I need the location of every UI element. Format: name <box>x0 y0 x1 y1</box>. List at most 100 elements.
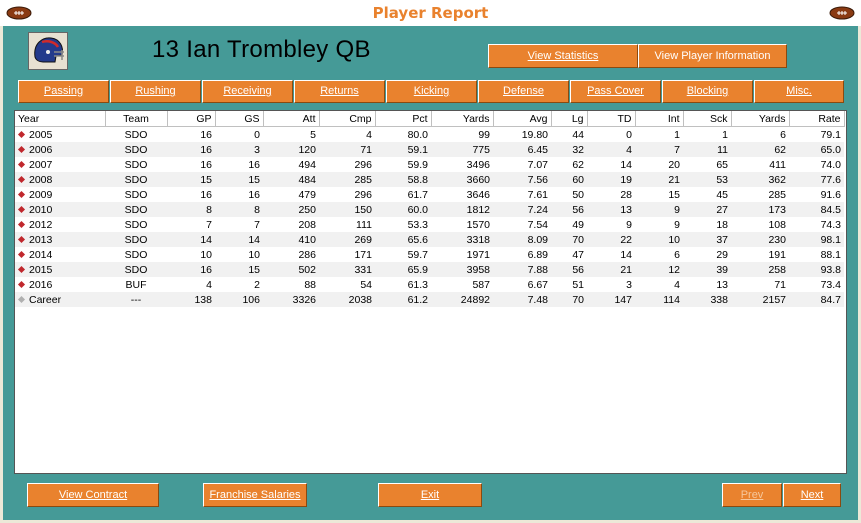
table-cell: 88.1 <box>789 247 844 262</box>
table-row[interactable]: Career --- 138 106 3326 2038 61.2 24892 7.48 70 14… <box>15 292 844 307</box>
table-cell: 138 <box>167 292 215 307</box>
tab-label: Rushing <box>135 85 176 97</box>
column-header[interactable]: GS <box>215 111 264 127</box>
table-cell: 51 <box>551 277 587 292</box>
year-label: Career <box>29 293 62 306</box>
table-cell: SDO <box>105 126 167 142</box>
column-header[interactable]: Avg <box>493 111 552 127</box>
table-cell: 111 <box>319 217 375 232</box>
table-cell: SDO <box>105 217 167 232</box>
column-header[interactable]: Cmp <box>319 111 376 127</box>
football-icon <box>829 6 855 20</box>
table-row[interactable]: 2007 SDO 16 16 494 296 59.9 3496 7.07 62 14 20 65 411… <box>15 157 844 172</box>
table-cell: 80.0 <box>375 126 431 142</box>
tab-returns[interactable]: Returns <box>294 80 385 103</box>
table-cell: 16 <box>167 126 215 142</box>
table-cell: 74.0 <box>789 157 844 172</box>
franchise-salaries-button[interactable]: Franchise Salaries <box>203 483 307 507</box>
column-header[interactable]: Yards <box>731 111 790 127</box>
table-cell: SDO <box>105 232 167 247</box>
view-contract-button[interactable]: View Contract <box>27 483 159 507</box>
table-cell: 296 <box>319 187 375 202</box>
tab-pass-cover[interactable]: Pass Cover <box>570 80 661 103</box>
column-header[interactable]: Pct <box>375 111 432 127</box>
column-header[interactable]: Year <box>15 111 106 127</box>
table-cell: 7.61 <box>493 187 551 202</box>
table-cell: 8 <box>167 202 215 217</box>
table-cell: 2038 <box>319 292 375 307</box>
table-row[interactable]: 2015 SDO 16 15 502 331 65.9 3958 7.88 56 21 12 39 258… <box>15 262 844 277</box>
view-statistics-button[interactable]: View Statistics <box>488 44 638 68</box>
football-icon <box>6 6 32 20</box>
table-cell: 285 <box>319 172 375 187</box>
tab-passing[interactable]: Passing <box>18 80 109 103</box>
view-player-information-button[interactable]: View Player Information <box>638 44 787 68</box>
table-cell: 8.09 <box>493 232 551 247</box>
table-cell: 296 <box>319 157 375 172</box>
table-row[interactable]: 2008 SDO 15 15 484 285 58.8 3660 7.56 60 19 21 53 362… <box>15 172 844 187</box>
table-row[interactable]: 2006 SDO 16 3 120 71 59.1 775 6.45 32 4 7 11 62 65.0 <box>15 142 844 157</box>
tab-misc[interactable]: Misc. <box>754 80 844 103</box>
table-cell: 13 <box>587 202 635 217</box>
table-cell: 21 <box>635 172 683 187</box>
tab-label: Passing <box>43 85 84 97</box>
table-cell: 3646 <box>431 187 493 202</box>
column-header[interactable]: Lg <box>551 111 588 127</box>
tab-defense[interactable]: Defense <box>478 80 569 103</box>
column-header[interactable]: Yards <box>431 111 494 127</box>
table-row[interactable]: 2014 SDO 10 10 286 171 59.7 1971 6.89 47 14 6 29 191 8… <box>15 247 844 262</box>
column-header[interactable]: Int <box>635 111 684 127</box>
table-cell: 1812 <box>431 202 493 217</box>
table-row[interactable]: 2010 SDO 8 8 250 150 60.0 1812 7.24 56 13 9 27 173 84.… <box>15 202 844 217</box>
season-marker-icon <box>17 145 26 153</box>
table-cell: 28 <box>587 187 635 202</box>
next-button[interactable]: Next <box>783 483 841 507</box>
table-cell: SDO <box>105 157 167 172</box>
tab-kicking[interactable]: Kicking <box>386 80 477 103</box>
table-cell: 13 <box>683 277 731 292</box>
table-cell: 2007 <box>15 157 105 172</box>
table-cell: 2006 <box>15 142 105 157</box>
table-cell: 65.6 <box>375 232 431 247</box>
table-cell: 54 <box>319 277 375 292</box>
table-cell: 208 <box>263 217 319 232</box>
tab-label: Kicking <box>413 85 450 97</box>
column-header[interactable]: GP <box>167 111 216 127</box>
career-marker-icon <box>17 295 26 303</box>
season-marker-icon <box>17 130 26 138</box>
table-cell: 62 <box>731 142 789 157</box>
table-row[interactable]: 2013 SDO 14 14 410 269 65.6 3318 8.09 70 22 10 37 230… <box>15 232 844 247</box>
table-cell: Career <box>15 292 105 307</box>
tab-blocking[interactable]: Blocking <box>662 80 753 103</box>
tab-receiving[interactable]: Receiving <box>202 80 293 103</box>
table-row[interactable]: 2016 BUF 4 2 88 54 61.3 587 6.67 51 3 4 13 71 73.4 <box>15 277 844 292</box>
title-bar: Player Report <box>0 0 861 26</box>
prev-button[interactable]: Prev <box>722 483 782 507</box>
table-cell: 494 <box>263 157 319 172</box>
table-cell: 2009 <box>15 187 105 202</box>
table-row[interactable]: 2012 SDO 7 7 208 111 53.3 1570 7.54 49 9 9 18 108 74.3 <box>15 217 844 232</box>
year-label: 2015 <box>29 263 53 276</box>
table-cell: 19.80 <box>493 126 551 142</box>
column-header[interactable]: TD <box>587 111 636 127</box>
table-row[interactable]: 2009 SDO 16 16 479 296 61.7 3646 7.61 50 28 15 45 285… <box>15 187 844 202</box>
table-cell: 50 <box>551 187 587 202</box>
column-header[interactable]: Att <box>263 111 320 127</box>
column-header[interactable]: Rate <box>789 111 845 127</box>
table-cell: 9 <box>587 217 635 232</box>
table-cell: 106 <box>215 292 263 307</box>
table-cell: 71 <box>319 142 375 157</box>
exit-button[interactable]: Exit <box>378 483 482 507</box>
table-row[interactable]: 2005 SDO 16 0 5 4 80.0 99 19.80 44 0 1 1 6 79.1 <box>15 126 844 142</box>
table-cell: 4 <box>319 126 375 142</box>
season-marker-icon <box>17 175 26 183</box>
table-cell: 250 <box>263 202 319 217</box>
table-cell: SDO <box>105 172 167 187</box>
table-cell: 7 <box>215 217 263 232</box>
column-header[interactable]: Team <box>105 111 168 127</box>
table-cell: 4 <box>635 277 683 292</box>
table-cell: 6.45 <box>493 142 551 157</box>
table-cell: 16 <box>167 187 215 202</box>
column-header[interactable]: Sck <box>683 111 732 127</box>
tab-rushing[interactable]: Rushing <box>110 80 201 103</box>
